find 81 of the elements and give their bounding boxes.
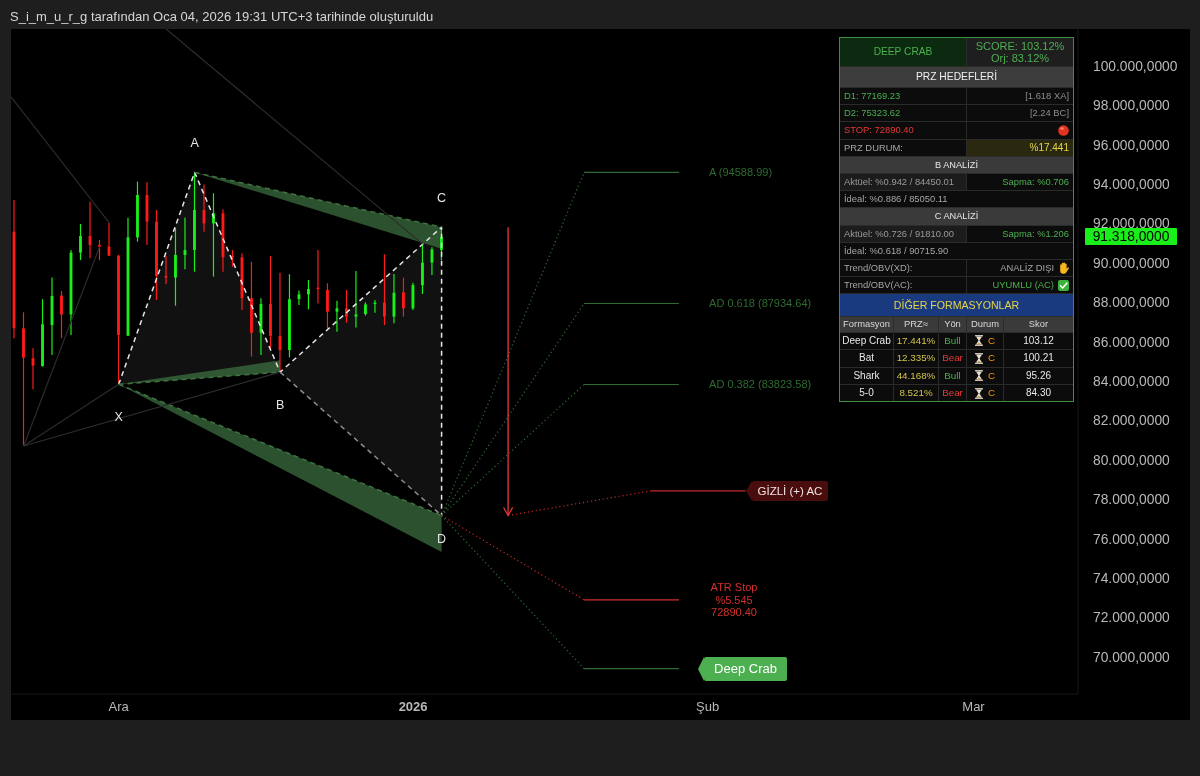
annotation: A	[190, 135, 200, 150]
y-tick-label: 94.000,0000	[1093, 176, 1171, 192]
annotation: B ANALİZİ	[935, 158, 978, 172]
text: Deep Crab	[704, 656, 787, 681]
annotation: Bat	[858, 351, 874, 366]
text: 91.318,0000	[1085, 228, 1177, 246]
annotation: DİĞER FORMASYONLAR	[893, 298, 1020, 312]
annotation: DEEP CRAB	[873, 45, 933, 59]
annotation: Bear	[942, 386, 963, 401]
annotation: STOP: 72890.40	[844, 123, 914, 138]
annotation: Orj: 83.12%	[990, 52, 1050, 64]
x-tick-label: 2026	[398, 699, 428, 714]
y-tick-label: 72.000,0000	[1093, 610, 1171, 626]
annotation: 12.335%	[896, 351, 936, 366]
y-tick-label: 96.000,0000	[1093, 137, 1171, 153]
y-tick-label: 90.000,0000	[1093, 255, 1171, 271]
y-tick-label: 74.000,0000	[1093, 570, 1171, 586]
annotation: 8.521%	[899, 386, 933, 401]
annotation: Skor	[1028, 317, 1049, 332]
y-tick-label: 98.000,0000	[1093, 98, 1171, 114]
y-tick-label: 84.000,0000	[1093, 373, 1171, 389]
annotation: Sapma: %1.206	[1002, 226, 1069, 241]
annotation: Deep Crab	[842, 333, 891, 348]
annotation: X	[114, 409, 124, 424]
annotation: C ANALİZİ	[934, 210, 979, 224]
annotation: Aktüel: %0.726 / 91810.00	[844, 226, 954, 241]
annotation: ANALİZ DIŞI	[1000, 260, 1054, 275]
y-tick-label: 70.000,0000	[1093, 649, 1171, 665]
annotation: Durum	[970, 317, 1000, 332]
annotation: PRZ≈	[904, 317, 928, 332]
annotation: C	[987, 351, 996, 366]
series-label: GİZLİ (+) AC	[751, 480, 829, 501]
chart-title: S_i_m_u_r_g tarafından Oca 04, 2026 19:31 UTC+3 tarihinde oluşturuldu	[10, 9, 434, 24]
text: AD 0.618 (87934.64)	[709, 296, 812, 311]
annotation: 95.26	[1025, 368, 1052, 383]
annotation: Bear	[942, 351, 963, 366]
annotation: D1: 77169.23	[844, 89, 901, 104]
y-tick-label: 78.000,0000	[1093, 492, 1171, 508]
text: AD 0.382 (83823.58)	[709, 377, 812, 392]
annotation: 17.441%	[896, 333, 936, 348]
annotation: Yön	[944, 317, 961, 332]
annotation: 5-0	[859, 386, 874, 401]
annotation: C	[987, 386, 996, 401]
annotation: UYUMLU (AC)	[992, 278, 1054, 293]
x-tick-label: Mar	[962, 699, 986, 714]
x-tick-label: Ara	[108, 699, 130, 714]
annotation: Sapma: %0.706	[1002, 175, 1069, 190]
annotation: D2: 75323.62	[844, 106, 901, 121]
annotation: Trend/OBV(AC):	[844, 278, 913, 293]
annotation: Aktüel: %0.942 / 84450.01	[844, 175, 954, 190]
annotation: PRZ HEDEFLERİ	[915, 70, 998, 84]
annotation: C	[437, 190, 447, 205]
y-tick-label: 76.000,0000	[1093, 531, 1171, 547]
annotation: SCORE: 103.12%	[975, 40, 1065, 52]
x-tick-label: Şub	[695, 699, 720, 714]
y-tick-label: 80.000,0000	[1093, 452, 1171, 468]
y-tick-label: 86.000,0000	[1093, 334, 1171, 350]
annotation: İdeal: %0.886 / 85050.11	[844, 192, 948, 207]
annotation: C	[987, 333, 996, 348]
annotation: Formasyon	[843, 317, 890, 332]
annotation: 84.30	[1025, 386, 1052, 401]
annotation: C	[987, 368, 996, 383]
annotation: PRZ DURUM:	[844, 140, 903, 155]
annotation: İdeal: %0.618 / 90715.90	[844, 243, 949, 258]
text: ATR Stop %5.545 72890.40	[710, 581, 758, 619]
y-tick-label: 100.000,0000	[1093, 58, 1178, 74]
annotation: 100.21	[1023, 351, 1054, 366]
annotation: Shark	[853, 368, 880, 383]
annotation: [2.24 BC]	[1029, 106, 1069, 121]
annotation: 103.12	[1023, 333, 1054, 348]
annotation: %17.441	[1029, 140, 1069, 155]
annotation: 44.168%	[896, 368, 936, 383]
annotation: Bull	[944, 333, 961, 348]
annotation: Trend/OBV(XD):	[844, 260, 913, 275]
annotation: B	[275, 397, 285, 412]
annotation: Bull	[944, 368, 961, 383]
text: A (94588.99)	[709, 165, 773, 180]
y-tick-label: 88.000,0000	[1093, 295, 1171, 311]
annotation: D	[437, 532, 447, 547]
y-tick-label: 82.000,0000	[1093, 413, 1171, 429]
annotation: [1.618 XA]	[1025, 89, 1069, 104]
